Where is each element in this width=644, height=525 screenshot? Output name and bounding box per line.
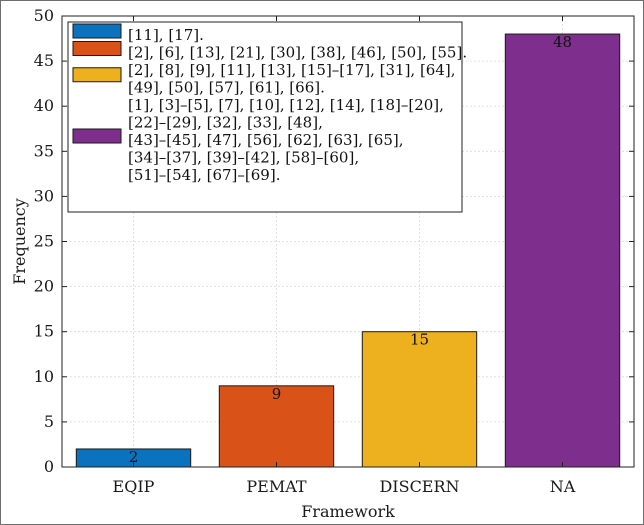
data-label: 48 bbox=[553, 33, 572, 51]
legend: [11], [17].[2], [6], [13], [21], [30], [… bbox=[67, 21, 467, 213]
legend-swatch bbox=[72, 23, 122, 39]
legend-label: [2], [8], [9], [11], [13], [15]–[17], [3… bbox=[128, 61, 456, 79]
bar-discern bbox=[361, 331, 478, 468]
x-tick-label: PEMAT bbox=[246, 477, 307, 496]
legend-label: [11], [17]. bbox=[128, 26, 204, 44]
y-tick-label: 20 bbox=[34, 277, 54, 296]
y-tick-label: 5 bbox=[44, 412, 54, 431]
bar-na bbox=[504, 33, 621, 468]
y-tick-label: 40 bbox=[34, 96, 54, 115]
y-axis-title: Frequency bbox=[10, 198, 29, 285]
axes-layer bbox=[61, 15, 635, 468]
x-tick-label: DISCERN bbox=[379, 477, 459, 496]
legend-swatch bbox=[72, 67, 122, 83]
legend-box bbox=[67, 21, 463, 213]
legend-label: [1], [3]–[5], [7], [10], [12], [14], [18… bbox=[128, 96, 444, 114]
legend-label: [34]–[37], [39]–[42], [58]–[60], bbox=[128, 149, 359, 167]
y-tick-label: 0 bbox=[44, 457, 54, 476]
labels-layer: 0 5 10 15 20 25 30 35 40 45 50 EQIP PEMAT DISCERN NA 2 9… bbox=[10, 6, 576, 521]
data-label: 15 bbox=[410, 331, 429, 349]
data-label: 9 bbox=[272, 385, 282, 403]
x-tick-label: NA bbox=[550, 477, 576, 496]
y-tick-label: 35 bbox=[34, 141, 54, 160]
legend-label: [43]–[45], [47], [56], [62], [63], [65], bbox=[128, 131, 404, 149]
x-axis-title: Framework bbox=[301, 502, 395, 521]
legend-swatch bbox=[72, 128, 122, 144]
bar-pemat bbox=[218, 385, 335, 468]
legend-label: [51]–[54], [67]–[69]. bbox=[128, 166, 280, 184]
legend-label: [2], [6], [13], [21], [30], [38], [46], … bbox=[128, 44, 467, 62]
legend-label: [22]–[29], [32], [33], [48], bbox=[128, 114, 323, 132]
x-tick-label: EQIP bbox=[113, 477, 155, 496]
y-tick-label: 30 bbox=[34, 186, 54, 205]
legend-swatch bbox=[72, 41, 122, 56]
y-tick-label: 15 bbox=[34, 322, 54, 341]
data-label: 2 bbox=[129, 448, 139, 466]
legend-label: [49], [50], [57], [61], [66]. bbox=[128, 79, 325, 97]
y-tick-label: 50 bbox=[34, 6, 54, 25]
bars-layer bbox=[75, 33, 621, 468]
y-tick-label: 25 bbox=[34, 232, 54, 251]
y-tick-label: 45 bbox=[34, 51, 54, 70]
y-tick-label: 10 bbox=[34, 367, 54, 386]
